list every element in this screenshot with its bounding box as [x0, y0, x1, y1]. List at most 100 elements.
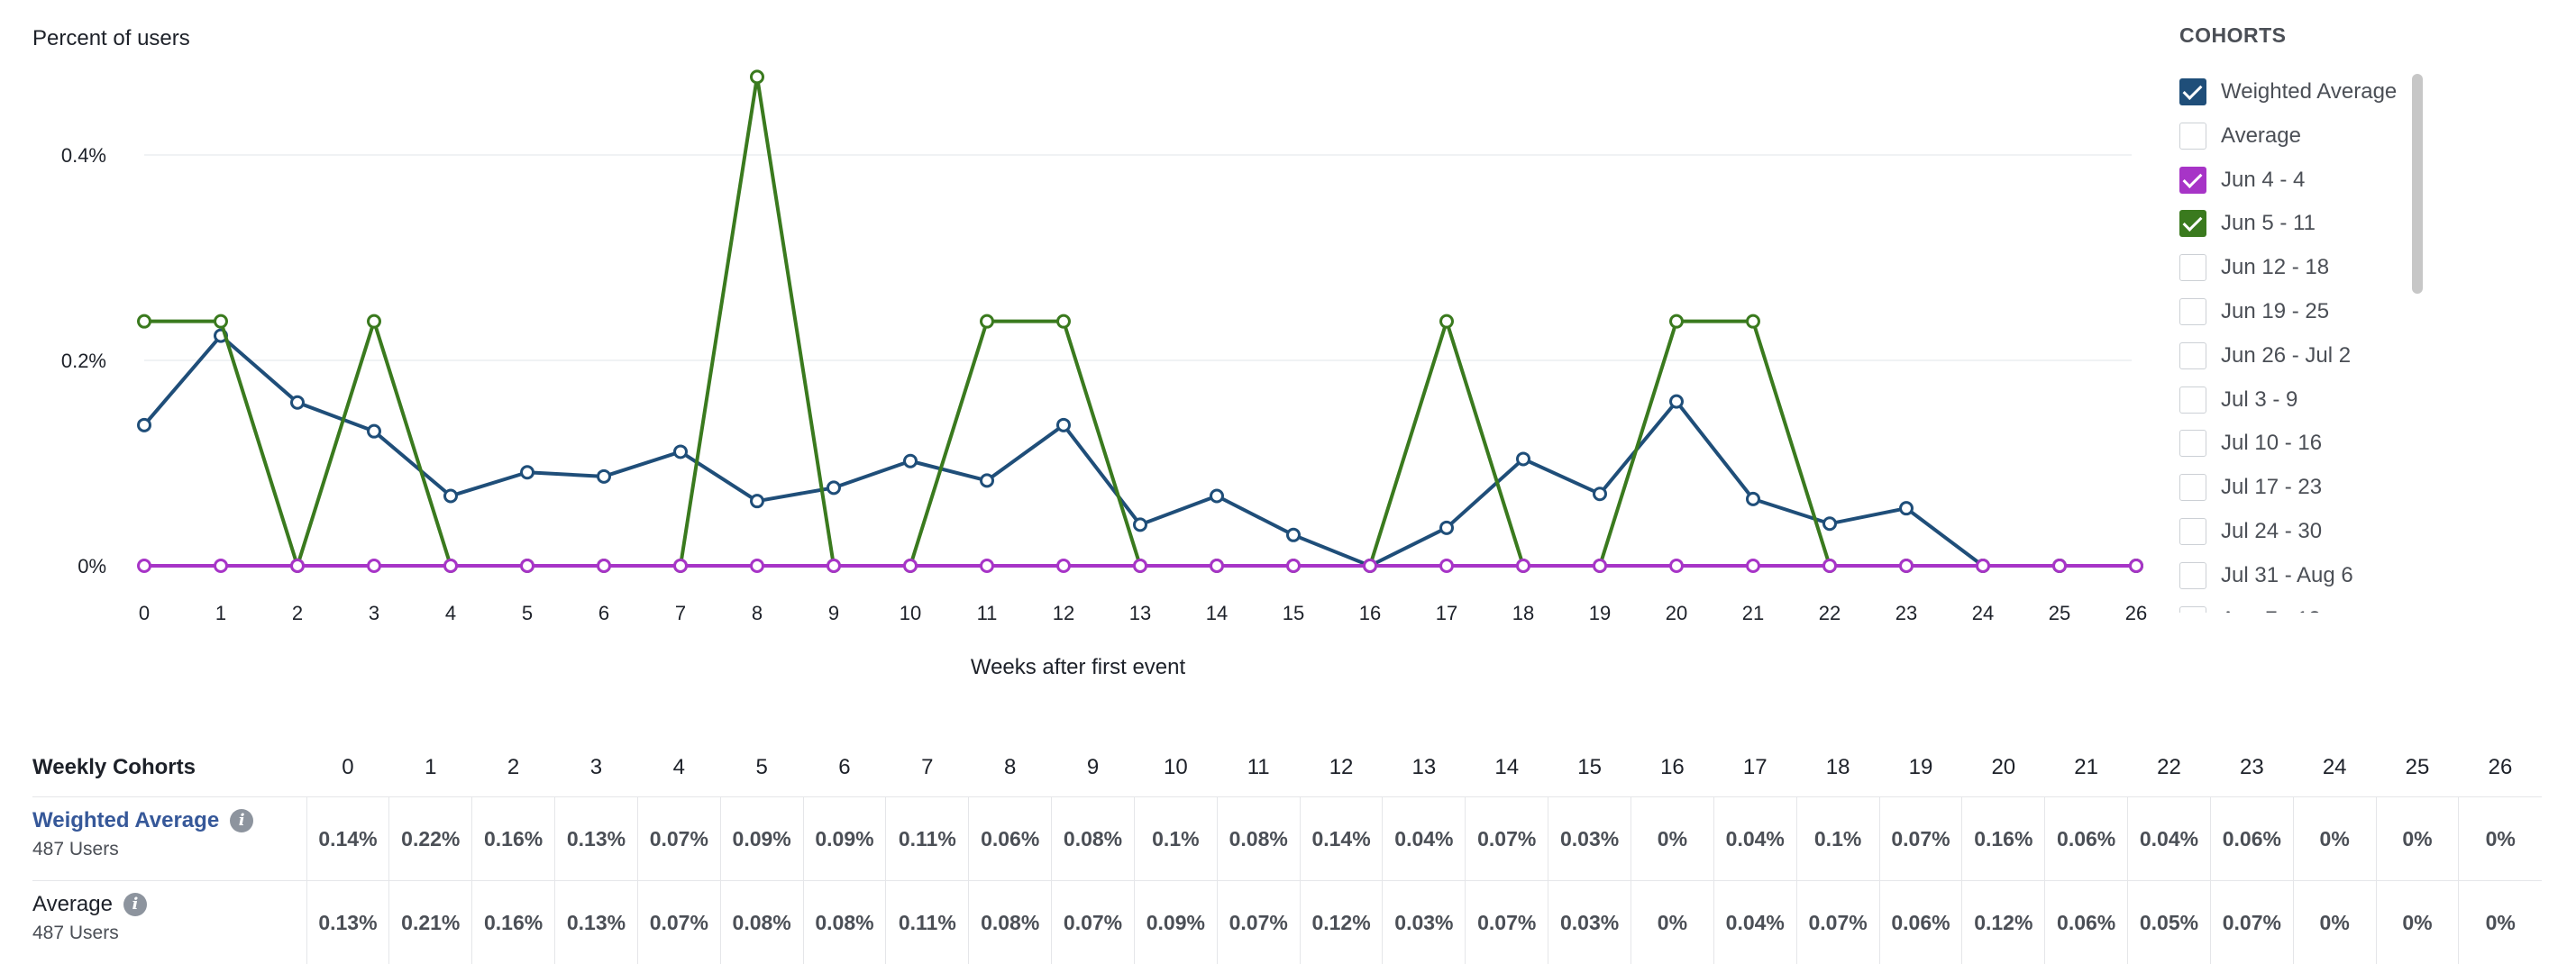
column-header: 6: [803, 739, 886, 797]
table-cell: 0.09%: [1134, 881, 1217, 964]
cohort-option[interactable]: Aug 7 - 13: [2179, 600, 2416, 613]
data-point[interactable]: [982, 315, 993, 327]
cohort-option[interactable]: Jul 31 - Aug 6: [2179, 556, 2416, 596]
cohort-option[interactable]: Jul 24 - 30: [2179, 512, 2416, 551]
info-icon[interactable]: i: [230, 809, 253, 832]
data-point[interactable]: [369, 315, 380, 327]
cohort-checkbox[interactable]: [2179, 167, 2206, 194]
cohort-option[interactable]: Jun 5 - 11: [2179, 204, 2416, 243]
cohort-checkbox[interactable]: [2179, 342, 2206, 369]
data-point[interactable]: [292, 560, 304, 572]
data-point[interactable]: [1671, 315, 1683, 327]
data-point[interactable]: [1824, 518, 1836, 530]
data-point[interactable]: [598, 560, 610, 572]
cohort-option[interactable]: Weighted Average: [2179, 72, 2416, 112]
data-point[interactable]: [675, 560, 687, 572]
data-point[interactable]: [2054, 560, 2066, 572]
data-point[interactable]: [369, 425, 380, 437]
data-point[interactable]: [982, 560, 993, 572]
data-point[interactable]: [139, 419, 151, 431]
cohort-option[interactable]: Jun 4 - 4: [2179, 160, 2416, 200]
cohort-checkbox[interactable]: [2179, 474, 2206, 501]
data-point[interactable]: [1441, 560, 1453, 572]
data-point[interactable]: [675, 446, 687, 458]
cohort-checkbox[interactable]: [2179, 78, 2206, 105]
data-point[interactable]: [1058, 560, 1070, 572]
cohort-option[interactable]: Jun 12 - 18: [2179, 248, 2416, 287]
data-point[interactable]: [598, 470, 610, 482]
data-point[interactable]: [522, 467, 534, 478]
data-point[interactable]: [1594, 488, 1606, 500]
cohort-list-scrollbar-thumb[interactable]: [2412, 74, 2423, 294]
cohort-option[interactable]: Jul 17 - 23: [2179, 468, 2416, 507]
cohort-checkbox[interactable]: [2179, 254, 2206, 281]
data-point[interactable]: [905, 560, 917, 572]
cohort-list-scrollbar[interactable]: [2412, 74, 2423, 614]
data-point[interactable]: [1748, 560, 1759, 572]
data-point[interactable]: [1901, 560, 1913, 572]
data-point[interactable]: [1748, 493, 1759, 505]
cohort-option[interactable]: Average: [2179, 116, 2416, 156]
data-point[interactable]: [1288, 529, 1300, 541]
cohort-option[interactable]: Jun 26 - Jul 2: [2179, 336, 2416, 376]
data-point[interactable]: [522, 560, 534, 572]
data-point[interactable]: [828, 482, 840, 494]
cohort-checkbox[interactable]: [2179, 298, 2206, 325]
data-point[interactable]: [1135, 560, 1146, 572]
data-point[interactable]: [1441, 315, 1453, 327]
column-header: 0: [306, 739, 389, 797]
data-point[interactable]: [1518, 560, 1530, 572]
column-header: 25: [2376, 739, 2459, 797]
cohort-checkbox[interactable]: [2179, 123, 2206, 150]
table-cell: 0.06%: [2210, 797, 2293, 881]
data-point[interactable]: [2131, 560, 2142, 572]
cohort-option[interactable]: Jul 10 - 16: [2179, 423, 2416, 463]
data-point[interactable]: [369, 560, 380, 572]
data-point[interactable]: [1211, 560, 1223, 572]
data-point[interactable]: [215, 315, 227, 327]
data-point[interactable]: [1901, 503, 1913, 514]
data-point[interactable]: [1671, 560, 1683, 572]
data-point[interactable]: [1671, 396, 1683, 407]
data-point[interactable]: [1441, 522, 1453, 533]
data-point[interactable]: [1135, 519, 1146, 531]
data-point[interactable]: [1594, 560, 1606, 572]
data-point[interactable]: [1211, 490, 1223, 502]
cohort-option[interactable]: Jun 19 - 25: [2179, 292, 2416, 332]
x-tick-label: 17: [1436, 602, 1457, 624]
data-point[interactable]: [1748, 315, 1759, 327]
data-point[interactable]: [1518, 453, 1530, 465]
data-point[interactable]: [1824, 560, 1836, 572]
table-cell: 0.06%: [2045, 797, 2128, 881]
data-point[interactable]: [139, 315, 151, 327]
data-point[interactable]: [292, 396, 304, 408]
data-point[interactable]: [139, 560, 151, 572]
data-point[interactable]: [445, 560, 457, 572]
data-point[interactable]: [752, 560, 763, 572]
cohort-checkbox[interactable]: [2179, 606, 2206, 613]
data-point[interactable]: [1058, 315, 1070, 327]
info-icon[interactable]: i: [123, 893, 147, 916]
cohort-checkbox[interactable]: [2179, 562, 2206, 589]
cohort-option[interactable]: Jul 3 - 9: [2179, 380, 2416, 420]
cohort-checkbox[interactable]: [2179, 430, 2206, 457]
data-point[interactable]: [905, 455, 917, 467]
data-point[interactable]: [982, 475, 993, 487]
cohort-checkbox[interactable]: [2179, 518, 2206, 545]
data-point[interactable]: [445, 490, 457, 502]
data-point[interactable]: [1978, 560, 1989, 572]
cohort-checkbox[interactable]: [2179, 387, 2206, 414]
data-point[interactable]: [215, 560, 227, 572]
data-point[interactable]: [1058, 419, 1070, 431]
table-cell: 0.07%: [1466, 881, 1548, 964]
cohort-label: Jul 24 - 30: [2221, 519, 2322, 544]
data-point[interactable]: [1365, 560, 1376, 572]
data-point[interactable]: [752, 71, 763, 83]
data-point[interactable]: [828, 560, 840, 572]
data-point[interactable]: [1288, 560, 1300, 572]
cohort-checkbox[interactable]: [2179, 210, 2206, 237]
data-point[interactable]: [752, 496, 763, 507]
